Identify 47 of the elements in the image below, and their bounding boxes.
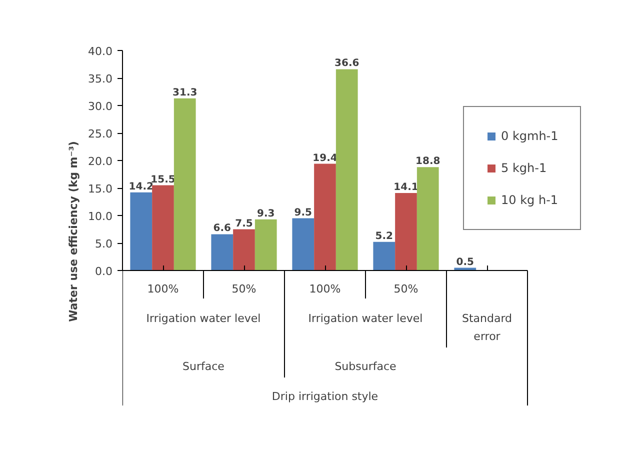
- bar: [314, 164, 336, 270]
- data-label: 14.1: [394, 182, 418, 193]
- bar: [130, 192, 152, 270]
- y-tick-label: 15.0: [88, 182, 113, 196]
- bar: [233, 229, 255, 270]
- data-label: 9.3: [257, 208, 275, 220]
- text: Subsurface: [334, 360, 397, 373]
- bar: [292, 218, 314, 270]
- data-label: 14.2: [128, 181, 154, 192]
- bar: [416, 167, 439, 270]
- x-tick-label: 50%: [232, 282, 256, 296]
- bar: [174, 98, 196, 270]
- text: Standard error: [462, 312, 512, 343]
- data-label: 6.6: [213, 223, 232, 234]
- y-tick-label: 40.0: [88, 45, 113, 58]
- data-label: 7.5: [235, 218, 253, 230]
- legend-label: 10 kg h-1: [501, 193, 558, 207]
- text: Drip irrigation style: [272, 390, 378, 403]
- y-tick-label: 35.0: [88, 72, 113, 86]
- x-tick-label: 100%: [309, 282, 341, 296]
- x-tick-label: 50%: [394, 282, 418, 296]
- data-label: 19.4: [312, 152, 338, 164]
- y-tick-label: 20.0: [88, 155, 113, 168]
- x-tick-label: 100%: [147, 282, 179, 296]
- y-tick-label: 30.0: [88, 100, 113, 113]
- data-label: 0.5: [456, 256, 474, 268]
- data-label: 31.3: [172, 87, 198, 98]
- text: Surface: [182, 360, 225, 373]
- bar: [211, 234, 234, 270]
- legend-label: 0 kgmh-1: [501, 129, 558, 143]
- y-tick-label: 25.0: [88, 128, 113, 140]
- bar: [336, 69, 358, 270]
- text: Irrigation water level: [308, 312, 423, 325]
- data-label: 36.6: [334, 58, 360, 70]
- text: Irrigation water level: [146, 312, 261, 325]
- data-label: 9.5: [294, 207, 312, 218]
- y-axis-title: Water use efficiency (kg m⁻³): [67, 141, 80, 322]
- bar: [373, 242, 396, 270]
- y-tick-label: 10.0: [88, 210, 113, 223]
- data-label: 5.2: [375, 230, 394, 242]
- y-tick-label: 0.0: [95, 265, 113, 278]
- bar: [395, 192, 417, 270]
- y-tick-label: 5.0: [95, 238, 113, 250]
- bar: [254, 219, 277, 270]
- data-label: 18.8: [416, 156, 440, 168]
- legend-label: 5 kgh-1: [501, 161, 547, 175]
- bar: [152, 185, 174, 270]
